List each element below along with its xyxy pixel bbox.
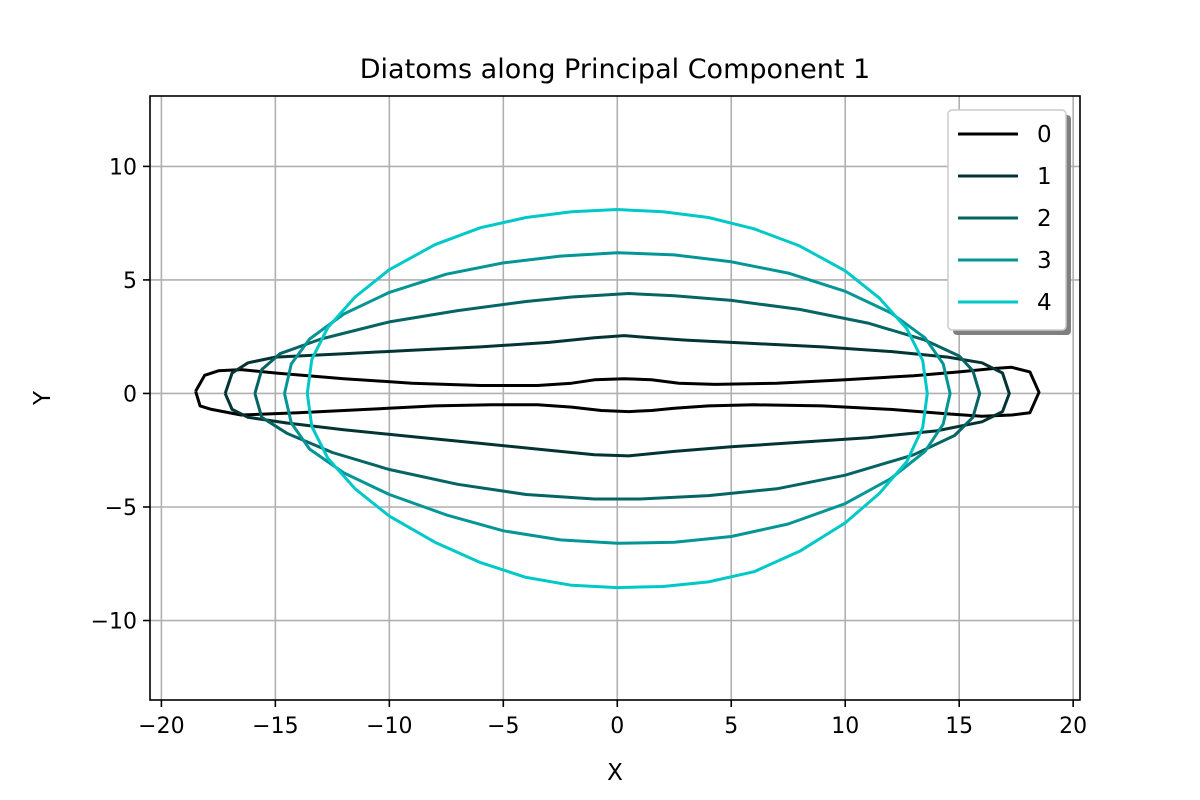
plot-area-frame (149, 95, 1081, 701)
chart-title: Diatoms along Principal Component 1 (360, 54, 870, 85)
x-tick-label: −10 (366, 714, 412, 739)
y-tick-label: −10 (91, 610, 137, 635)
y-tick-label: 10 (109, 155, 137, 180)
legend: 0 1 2 3 4 (947, 109, 1071, 335)
x-tick-label: −20 (138, 714, 184, 739)
series-line-1 (223, 334, 1011, 458)
x-tick-label: −15 (252, 714, 298, 739)
x-tick-label: 0 (610, 714, 624, 739)
series-line-0 (194, 365, 1041, 418)
legend-label-4: 4 (1037, 290, 1052, 316)
legend-label-1: 1 (1037, 164, 1052, 190)
x-axis-label: X (607, 760, 623, 786)
series-line-2 (253, 292, 982, 501)
y-tick-label: −5 (105, 496, 137, 521)
x-tick-label: 20 (1059, 714, 1087, 739)
series-line-4 (305, 208, 929, 590)
y-tick-label: 5 (123, 269, 137, 294)
legend-label-0: 0 (1037, 122, 1052, 148)
x-tick-label: 10 (831, 714, 859, 739)
legend-entries: 0 1 2 3 4 (958, 122, 1052, 316)
x-tick-label: 5 (724, 714, 738, 739)
x-tick-label: −5 (487, 714, 519, 739)
y-axis-label: Y (30, 390, 56, 406)
axis-ticks: −20 −15 −10 −5 0 5 10 15 20 −10 −5 0 5 10 (91, 155, 1088, 739)
legend-label-3: 3 (1037, 248, 1052, 274)
series-line-3 (283, 251, 952, 545)
x-tick-label: 15 (945, 714, 973, 739)
legend-box (947, 109, 1067, 331)
y-tick-label: 0 (123, 382, 137, 407)
plot-series (194, 208, 1041, 590)
legend-label-2: 2 (1037, 206, 1052, 232)
